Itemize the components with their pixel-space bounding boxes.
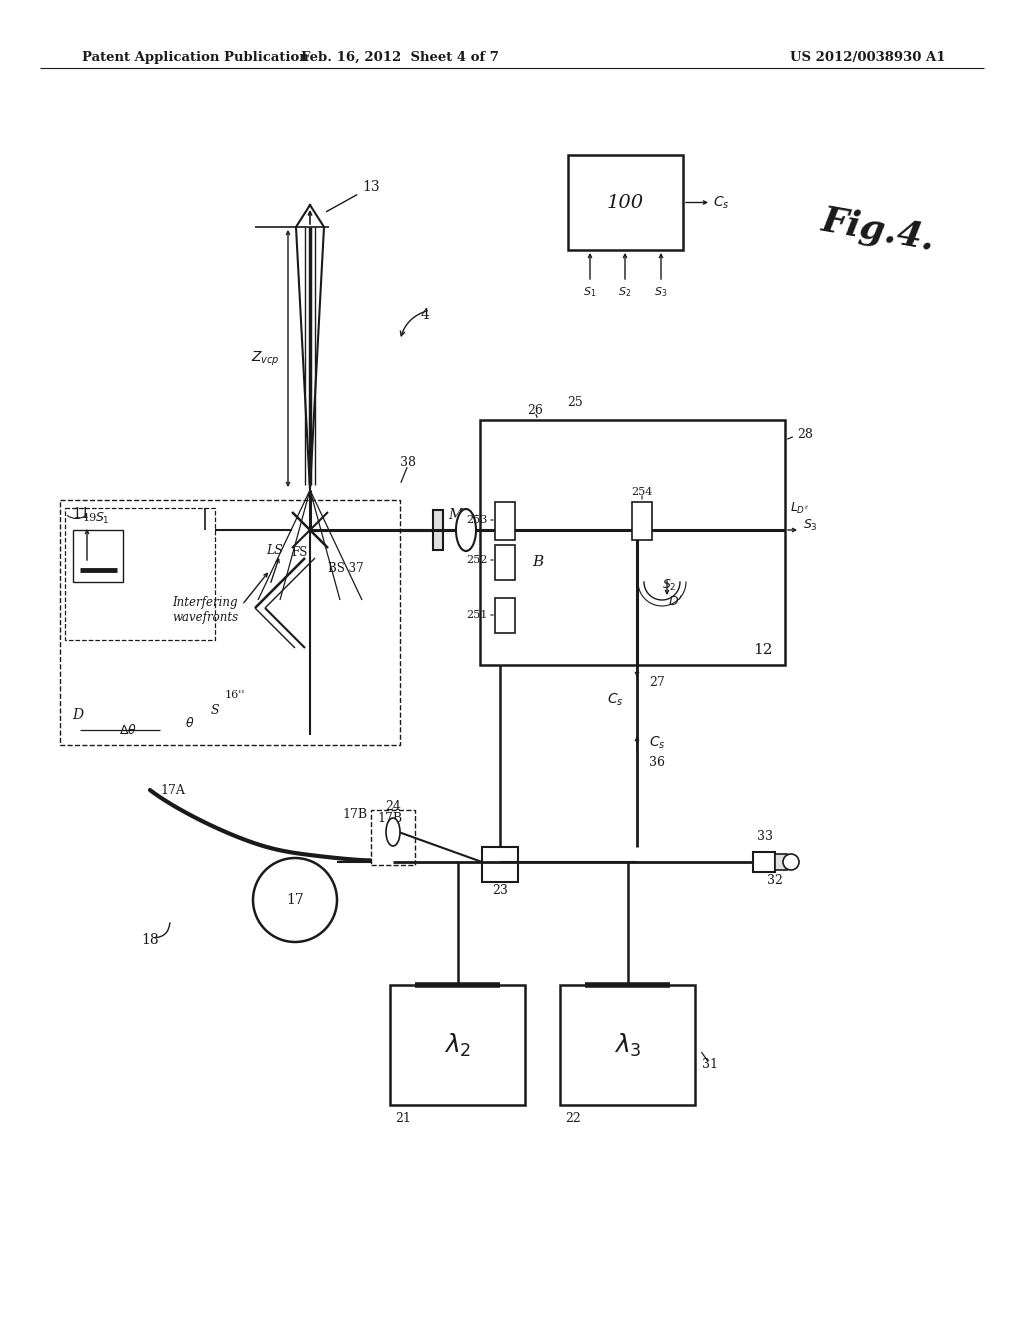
Text: BS 37: BS 37 (328, 561, 364, 574)
Text: 23: 23 (493, 883, 508, 896)
Text: 38: 38 (400, 455, 416, 469)
Text: Fig.4.: Fig.4. (818, 203, 938, 257)
Text: 24: 24 (385, 800, 401, 813)
Text: 25: 25 (567, 396, 583, 408)
Text: B: B (532, 554, 544, 569)
Bar (632, 502, 652, 540)
Bar (495, 502, 515, 540)
Text: D: D (73, 708, 84, 722)
Bar (495, 598, 515, 634)
Text: 17: 17 (286, 894, 304, 907)
Text: 36: 36 (649, 756, 665, 770)
Text: $\lambda_2$: $\lambda_2$ (443, 1031, 471, 1059)
Bar (753, 851, 775, 873)
Text: 18: 18 (141, 933, 159, 946)
Text: 253: 253 (467, 515, 488, 525)
Text: $C_s$: $C_s$ (606, 692, 624, 709)
Text: 32: 32 (767, 874, 783, 887)
Text: 4: 4 (421, 308, 429, 322)
Text: FS: FS (292, 545, 308, 558)
Text: 11: 11 (73, 507, 90, 521)
Text: 100: 100 (607, 194, 644, 211)
Bar (433, 510, 443, 550)
Text: Patent Application Publication: Patent Application Publication (82, 50, 309, 63)
Text: $S_1$: $S_1$ (95, 511, 110, 525)
Text: $Z_{vcp}$: $Z_{vcp}$ (251, 350, 280, 368)
Text: 26: 26 (527, 404, 543, 417)
Text: $\Delta\theta$: $\Delta\theta$ (119, 723, 137, 737)
Text: 252: 252 (467, 554, 488, 565)
Text: 17B: 17B (378, 812, 402, 825)
Text: $S_2$: $S_2$ (662, 577, 676, 593)
Text: $C_s$: $C_s$ (649, 735, 666, 751)
Text: 33: 33 (757, 830, 773, 843)
Text: 31: 31 (702, 1059, 718, 1072)
Text: $S_3$: $S_3$ (803, 517, 818, 532)
Text: 254: 254 (632, 487, 652, 498)
Text: S: S (211, 704, 219, 717)
Text: 17B: 17B (342, 808, 368, 821)
Bar (482, 847, 518, 882)
Circle shape (783, 854, 799, 870)
Text: 251: 251 (467, 610, 488, 620)
Text: 27: 27 (649, 676, 665, 689)
Bar (568, 154, 683, 249)
Text: $C_s$: $C_s$ (713, 194, 729, 211)
Text: $\theta$: $\theta$ (185, 715, 195, 730)
Bar (73, 531, 123, 582)
Text: 13: 13 (327, 180, 380, 211)
Text: 16'': 16'' (224, 690, 246, 700)
Text: $S_3$: $S_3$ (654, 285, 668, 298)
Text: 12: 12 (754, 643, 773, 657)
Text: 21: 21 (395, 1113, 411, 1126)
Text: 19: 19 (83, 513, 97, 523)
Text: 28: 28 (797, 429, 813, 441)
Text: 22: 22 (565, 1113, 581, 1126)
Circle shape (253, 858, 337, 942)
Ellipse shape (386, 818, 400, 846)
Text: $D'$: $D'$ (668, 595, 682, 610)
Bar (371, 810, 415, 865)
Text: LS: LS (266, 544, 284, 557)
Text: Feb. 16, 2012  Sheet 4 of 7: Feb. 16, 2012 Sheet 4 of 7 (301, 50, 499, 63)
Text: $S_2$: $S_2$ (618, 285, 632, 298)
Bar (390, 985, 525, 1105)
Bar (560, 985, 695, 1105)
Text: 17A: 17A (160, 784, 185, 796)
Text: $L_{D''}$: $L_{D''}$ (790, 500, 810, 516)
Bar (775, 854, 787, 870)
Ellipse shape (456, 510, 476, 550)
Bar (495, 545, 515, 579)
Text: Interfering
wavefronts: Interfering wavefronts (172, 597, 238, 624)
Text: US 2012/0038930 A1: US 2012/0038930 A1 (790, 50, 945, 63)
Text: M: M (449, 508, 462, 521)
Text: $\lambda_3$: $\lambda_3$ (613, 1031, 641, 1059)
Bar (480, 420, 785, 665)
Text: $S_1$: $S_1$ (584, 285, 597, 298)
